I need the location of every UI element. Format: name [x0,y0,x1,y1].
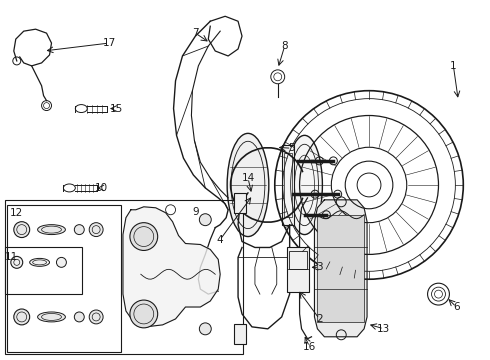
Text: 12: 12 [10,208,24,218]
Bar [234,193,246,213]
Text: 9: 9 [192,207,199,217]
Text: 2: 2 [316,314,323,324]
Circle shape [74,225,84,235]
Bar [284,153,292,217]
Text: 3: 3 [316,262,323,272]
Bar [318,215,364,322]
Bar [5,247,82,294]
Text: 16: 16 [303,342,316,352]
Circle shape [199,214,211,226]
Circle shape [56,257,66,267]
Text: 5: 5 [288,143,295,153]
Ellipse shape [38,312,65,322]
Circle shape [199,323,211,335]
Ellipse shape [38,225,65,235]
Circle shape [89,310,103,324]
Bar [287,247,309,292]
Polygon shape [315,200,367,337]
Circle shape [14,309,30,325]
Circle shape [130,300,158,328]
Bar [282,145,294,225]
Text: 1: 1 [450,61,457,71]
Circle shape [130,223,158,251]
Text: 6: 6 [453,302,460,312]
Bar [289,251,307,269]
Text: 8: 8 [281,41,288,51]
Polygon shape [123,207,220,327]
Text: 15: 15 [109,104,122,113]
Text: 4: 4 [217,234,223,244]
Text: 14: 14 [242,173,255,183]
Text: 10: 10 [95,183,108,193]
Ellipse shape [30,258,49,266]
Ellipse shape [287,135,322,235]
Text: 13: 13 [377,324,391,334]
Ellipse shape [227,133,269,237]
Bar [5,200,243,354]
Circle shape [74,312,84,322]
Bar [234,324,246,344]
Text: 17: 17 [102,38,116,48]
Circle shape [89,223,103,237]
Circle shape [14,222,30,238]
Text: 7: 7 [192,28,199,38]
Bar [7,205,121,352]
Text: 11: 11 [5,252,19,262]
Circle shape [11,256,23,268]
